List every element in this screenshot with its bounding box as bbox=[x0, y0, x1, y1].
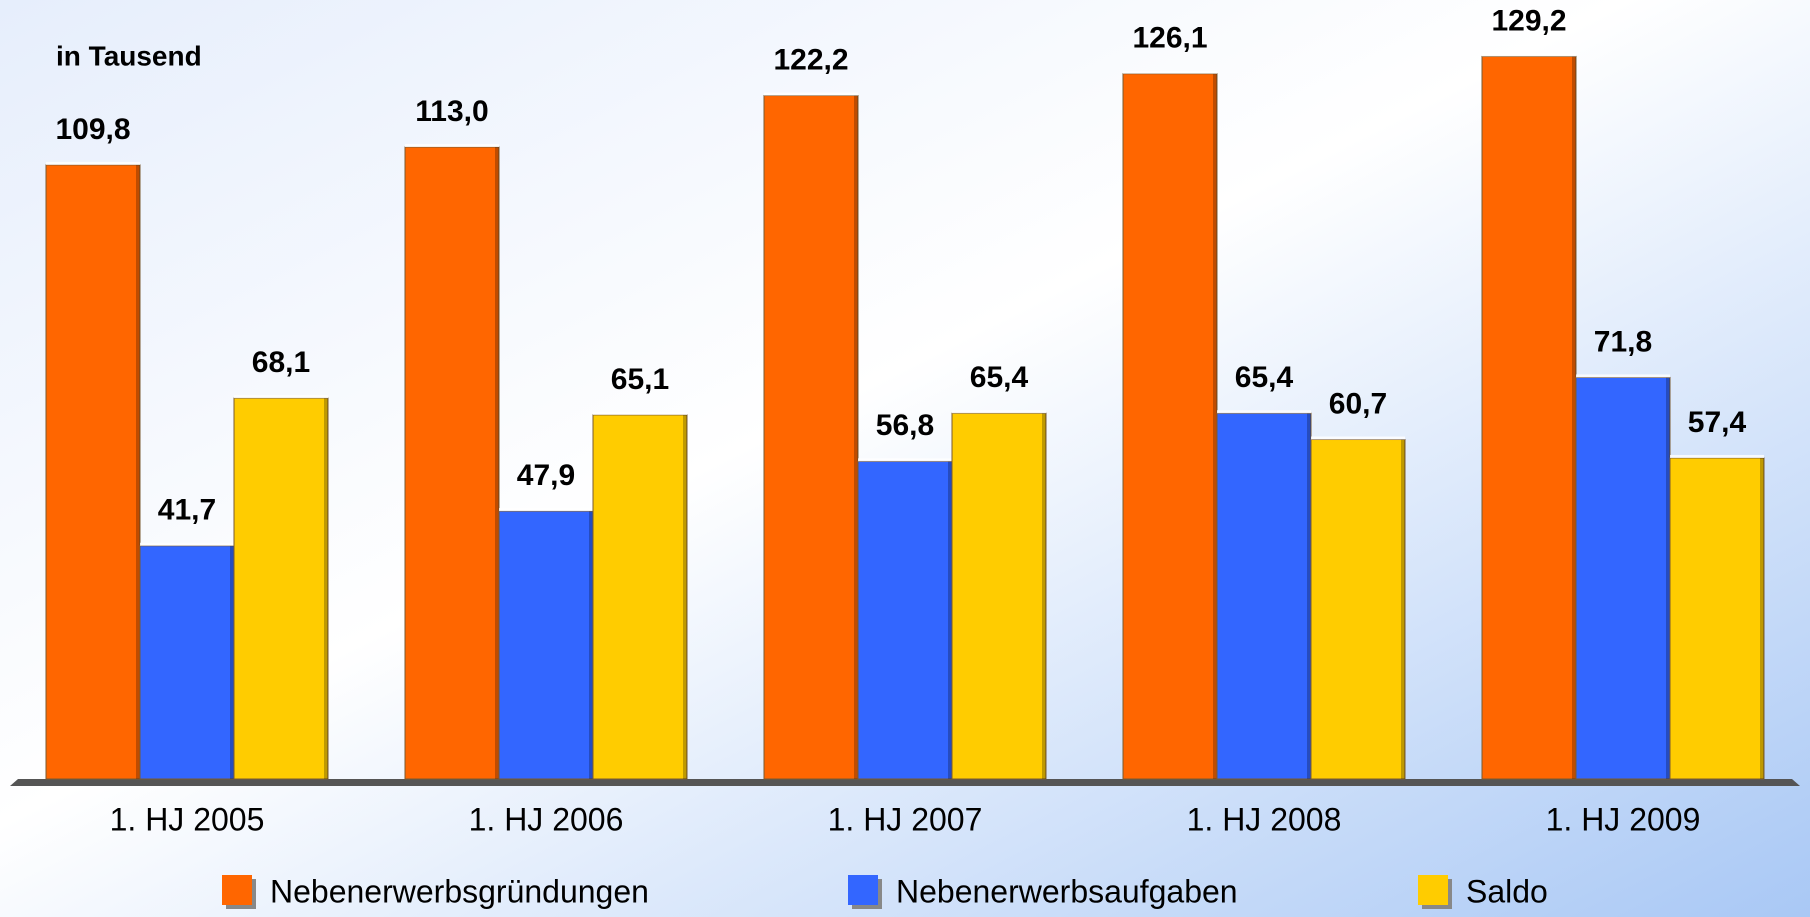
legend-swatch bbox=[1418, 875, 1448, 905]
bar-top bbox=[140, 542, 234, 546]
bar-top bbox=[46, 161, 140, 165]
bar-shade bbox=[230, 545, 234, 779]
bar bbox=[404, 146, 500, 780]
value-label: 60,7 bbox=[1329, 387, 1387, 420]
bar-shade bbox=[948, 461, 952, 779]
legend-swatch bbox=[222, 875, 252, 905]
bar bbox=[1669, 457, 1765, 780]
bar-top bbox=[499, 508, 593, 512]
value-label: 65,1 bbox=[611, 363, 669, 396]
bar-shade bbox=[1401, 439, 1405, 779]
bar-top bbox=[1576, 374, 1670, 378]
bar bbox=[1310, 439, 1406, 780]
bar-top bbox=[764, 92, 858, 96]
value-label: 71,8 bbox=[1594, 325, 1652, 358]
bar bbox=[1216, 412, 1312, 780]
bar-shade bbox=[495, 147, 499, 779]
bar-top bbox=[593, 411, 687, 415]
bar-shade bbox=[1213, 73, 1217, 779]
bar-top bbox=[1482, 53, 1576, 57]
bar bbox=[951, 412, 1047, 780]
bar bbox=[1481, 55, 1577, 780]
bar bbox=[233, 397, 329, 780]
bar bbox=[763, 95, 859, 780]
bar-top bbox=[1123, 70, 1217, 74]
bar bbox=[592, 414, 688, 780]
value-label: 122,2 bbox=[773, 43, 848, 76]
bar bbox=[498, 510, 594, 780]
value-label: 126,1 bbox=[1132, 22, 1207, 55]
bar-shade bbox=[589, 511, 593, 779]
bar-top bbox=[1670, 454, 1764, 458]
bar-shade bbox=[1307, 413, 1311, 779]
floor bbox=[10, 779, 1800, 786]
bar-shade bbox=[1572, 56, 1576, 780]
value-label: 47,9 bbox=[517, 459, 575, 492]
bar-top bbox=[234, 395, 328, 399]
bar-shade bbox=[683, 414, 687, 779]
bar-top bbox=[858, 458, 952, 462]
bar-shade bbox=[1666, 377, 1670, 779]
bar-shade bbox=[136, 164, 140, 779]
value-label: 129,2 bbox=[1491, 4, 1566, 37]
bar-shade bbox=[324, 398, 328, 779]
value-label: 57,4 bbox=[1688, 406, 1747, 439]
bar-top bbox=[1217, 410, 1311, 414]
legend-swatch bbox=[848, 875, 878, 905]
x-tick-label: 1. HJ 2006 bbox=[469, 801, 624, 837]
bar-top bbox=[952, 410, 1046, 414]
value-label: 109,8 bbox=[55, 113, 130, 146]
bar bbox=[45, 164, 141, 780]
x-tick-label: 1. HJ 2007 bbox=[828, 801, 983, 837]
legend-label: Nebenerwerbsgründungen bbox=[270, 873, 649, 909]
bar bbox=[1575, 376, 1671, 780]
x-tick-label: 1. HJ 2005 bbox=[110, 801, 265, 837]
value-label: 68,1 bbox=[252, 346, 310, 379]
bar bbox=[857, 460, 953, 780]
bar bbox=[139, 545, 235, 780]
value-label: 65,4 bbox=[1235, 361, 1294, 394]
value-label: 41,7 bbox=[158, 494, 216, 527]
value-label: 56,8 bbox=[876, 409, 934, 442]
x-tick-label: 1. HJ 2008 bbox=[1187, 801, 1342, 837]
legend-label: Nebenerwerbsaufgaben bbox=[896, 873, 1238, 909]
bar-shade bbox=[1042, 413, 1046, 779]
value-label: 113,0 bbox=[415, 95, 488, 128]
bar-top bbox=[405, 144, 499, 148]
bar-shade bbox=[854, 95, 858, 779]
unit-label: in Tausend bbox=[56, 40, 202, 71]
legend-label: Saldo bbox=[1466, 873, 1548, 909]
value-label: 65,4 bbox=[970, 361, 1029, 394]
bar bbox=[1122, 73, 1218, 780]
bar-top bbox=[1311, 436, 1405, 440]
bar-shade bbox=[1760, 457, 1764, 779]
x-tick-label: 1. HJ 2009 bbox=[1546, 801, 1701, 837]
